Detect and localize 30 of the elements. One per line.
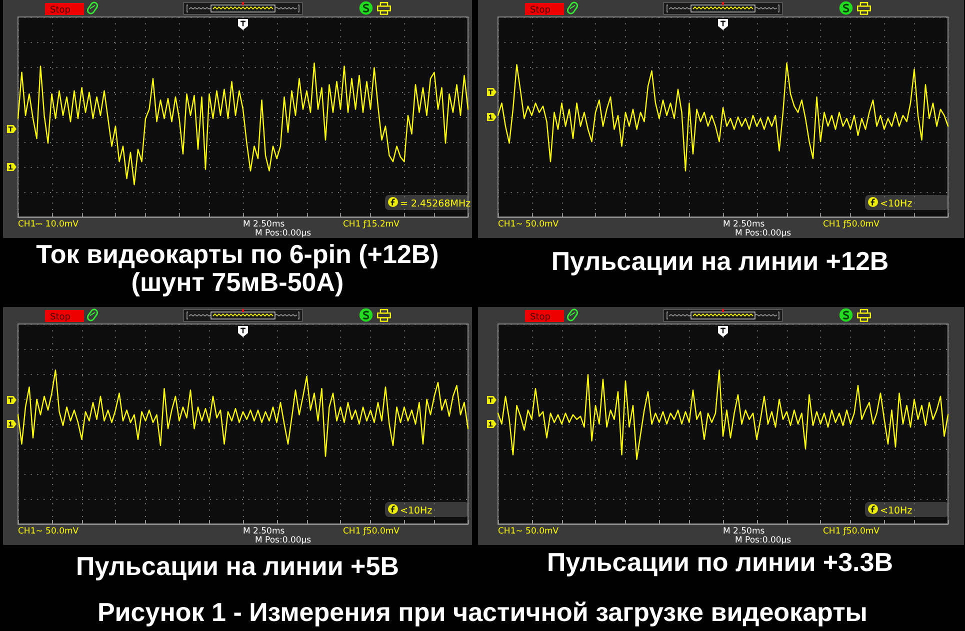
text: CH1~ 50.0mV [498, 526, 559, 536]
text: CH1 ƒ15.2mV [343, 220, 400, 230]
annotation: = 2.45268MHz [400, 198, 471, 210]
text: CH1~ 50.0mV [18, 526, 79, 536]
text: M Pos:0.00µs [735, 536, 792, 546]
annotation: <10Hz [400, 506, 432, 516]
text: Пульсации на линии +12В [551, 246, 889, 276]
text: Рисунок 1 - Измерения при частичной загрузке видеокарты [97, 597, 868, 627]
text: CH1~ 50.0mV [498, 220, 559, 230]
text: CH1⎓ 10.0mV [18, 220, 79, 230]
text: CH1 ƒ50.0mV [343, 526, 400, 536]
text: M 2.50ms [243, 220, 286, 230]
text: M Pos:0.00µs [255, 228, 312, 238]
text: Пульсации на линии +5В [76, 551, 399, 581]
text: CH1 ƒ50.0mV [823, 220, 880, 230]
text: M Pos:0.00µs [735, 228, 792, 238]
text: M 2.50ms [723, 220, 766, 230]
text: M Pos:0.00µs [255, 536, 312, 546]
text: Ток видеокарты по 6-pin (+12В) [36, 239, 439, 269]
annotation: <10Hz [880, 506, 912, 516]
text: CH1 ƒ50.0mV [823, 526, 880, 536]
text: Stop [50, 312, 71, 322]
text: Пульсации по линии +3.3В [546, 547, 894, 577]
text: (шунт 75мВ-50А) [131, 267, 344, 297]
text: M 2.50ms [723, 526, 766, 536]
annotation: <10Hz [880, 198, 912, 210]
text: Stop [50, 6, 71, 16]
text: Stop [530, 6, 551, 16]
text: M 2.50ms [243, 526, 286, 536]
text: Stop [530, 312, 551, 322]
